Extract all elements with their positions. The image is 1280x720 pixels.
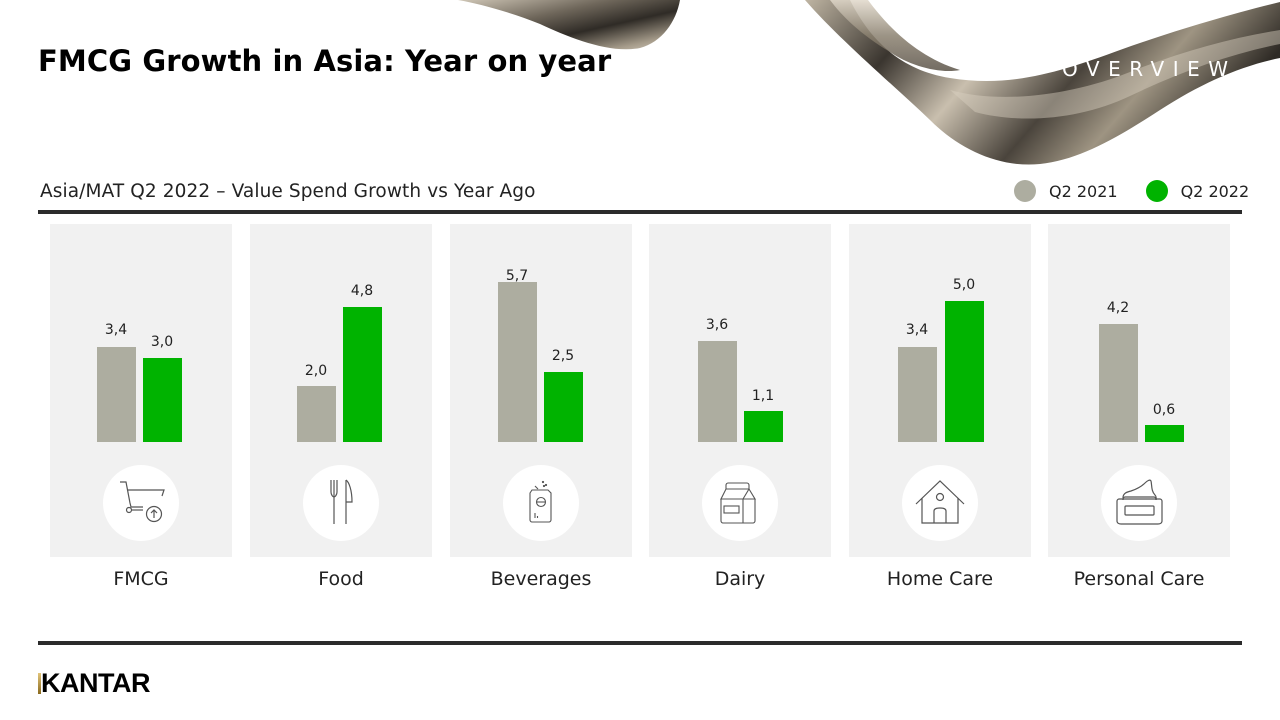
value-label-q2-2021: 3,6 bbox=[705, 317, 729, 333]
kantar-logo: KANTAR bbox=[38, 668, 150, 699]
value-label-q2-2022: 0,6 bbox=[1152, 402, 1176, 418]
bar-q2-2021 bbox=[898, 347, 937, 442]
bar-q2-2021 bbox=[698, 341, 737, 442]
value-label-q2-2021: 3,4 bbox=[905, 322, 929, 338]
page-title: FMCG Growth in Asia: Year on year bbox=[38, 44, 612, 78]
bar-q2-2021 bbox=[97, 347, 136, 442]
value-label-q2-2022: 2,5 bbox=[551, 348, 575, 364]
bar-q2-2021 bbox=[297, 386, 336, 442]
fork-knife-icon bbox=[330, 479, 353, 524]
category-panel-dairy: 3,6 1,1 bbox=[649, 224, 831, 557]
chart-legend: Q2 2021 Q2 2022 bbox=[1014, 179, 1249, 203]
category-icon-badge bbox=[1101, 465, 1177, 541]
category-panel-beverages: 5,7 2,5 bbox=[450, 224, 632, 557]
bar-q2-2022 bbox=[744, 411, 783, 442]
category-label: Personal Care bbox=[1073, 568, 1205, 590]
category-icon-badge bbox=[503, 465, 579, 541]
value-label-q2-2021: 5,7 bbox=[505, 268, 529, 284]
bar-q2-2022 bbox=[544, 372, 583, 442]
value-label-q2-2021: 4,2 bbox=[1106, 300, 1130, 316]
category-icon-badge bbox=[103, 465, 179, 541]
category-label: Food bbox=[318, 568, 364, 590]
cream-jar-icon bbox=[1116, 479, 1163, 525]
category-label: Home Care bbox=[886, 568, 994, 590]
category-label: Dairy bbox=[714, 568, 766, 590]
beverage-can-icon bbox=[529, 480, 552, 523]
bar-q2-2021 bbox=[498, 282, 537, 442]
category-icon-badge bbox=[303, 465, 379, 541]
bar-q2-2022 bbox=[1145, 425, 1184, 442]
category-panel-home-care: 3,4 5,0 bbox=[849, 224, 1031, 557]
top-divider bbox=[38, 210, 1242, 214]
legend-label: Q2 2022 bbox=[1180, 181, 1250, 201]
section-tag: OVERVIEW bbox=[1062, 57, 1237, 81]
house-icon bbox=[915, 480, 965, 524]
value-label-q2-2022: 4,8 bbox=[350, 283, 374, 299]
logo-accent-bar bbox=[38, 673, 41, 694]
legend-label: Q2 2021 bbox=[1049, 181, 1118, 201]
bar-q2-2022 bbox=[343, 307, 382, 442]
bar-q2-2021 bbox=[1099, 324, 1138, 442]
category-panel-personal-care: 4,2 0,6 bbox=[1048, 224, 1230, 557]
bar-q2-2022 bbox=[143, 358, 182, 442]
bar-q2-2022 bbox=[945, 301, 984, 442]
category-label: Beverages bbox=[490, 568, 592, 590]
value-label-q2-2022: 3,0 bbox=[150, 334, 174, 350]
category-icon-badge bbox=[702, 465, 778, 541]
legend-item-q2-2021: Q2 2021 bbox=[1014, 180, 1118, 202]
legend-swatch-q2-2022 bbox=[1145, 180, 1168, 202]
legend-swatch-q2-2021 bbox=[1014, 180, 1036, 202]
logo-text: KANTAR bbox=[41, 668, 150, 698]
category-icon-badge bbox=[902, 465, 978, 541]
legend-item-q2-2022: Q2 2022 bbox=[1145, 180, 1250, 202]
milk-carton-icon bbox=[720, 482, 756, 524]
shopping-cart-icon bbox=[120, 481, 165, 523]
category-label: FMCG bbox=[113, 568, 169, 590]
value-label-q2-2022: 1,1 bbox=[751, 388, 775, 404]
value-label-q2-2021: 3,4 bbox=[104, 322, 128, 338]
value-label-q2-2022: 5,0 bbox=[952, 277, 976, 293]
value-label-q2-2021: 2,0 bbox=[304, 363, 328, 379]
category-panel-food: 2,0 4,8 bbox=[250, 224, 432, 557]
chart-subtitle: Asia/MAT Q2 2022 – Value Spend Growth vs… bbox=[40, 181, 536, 202]
bottom-divider bbox=[38, 641, 1242, 645]
category-panel-fmcg: 3,4 3,0 bbox=[50, 224, 232, 557]
